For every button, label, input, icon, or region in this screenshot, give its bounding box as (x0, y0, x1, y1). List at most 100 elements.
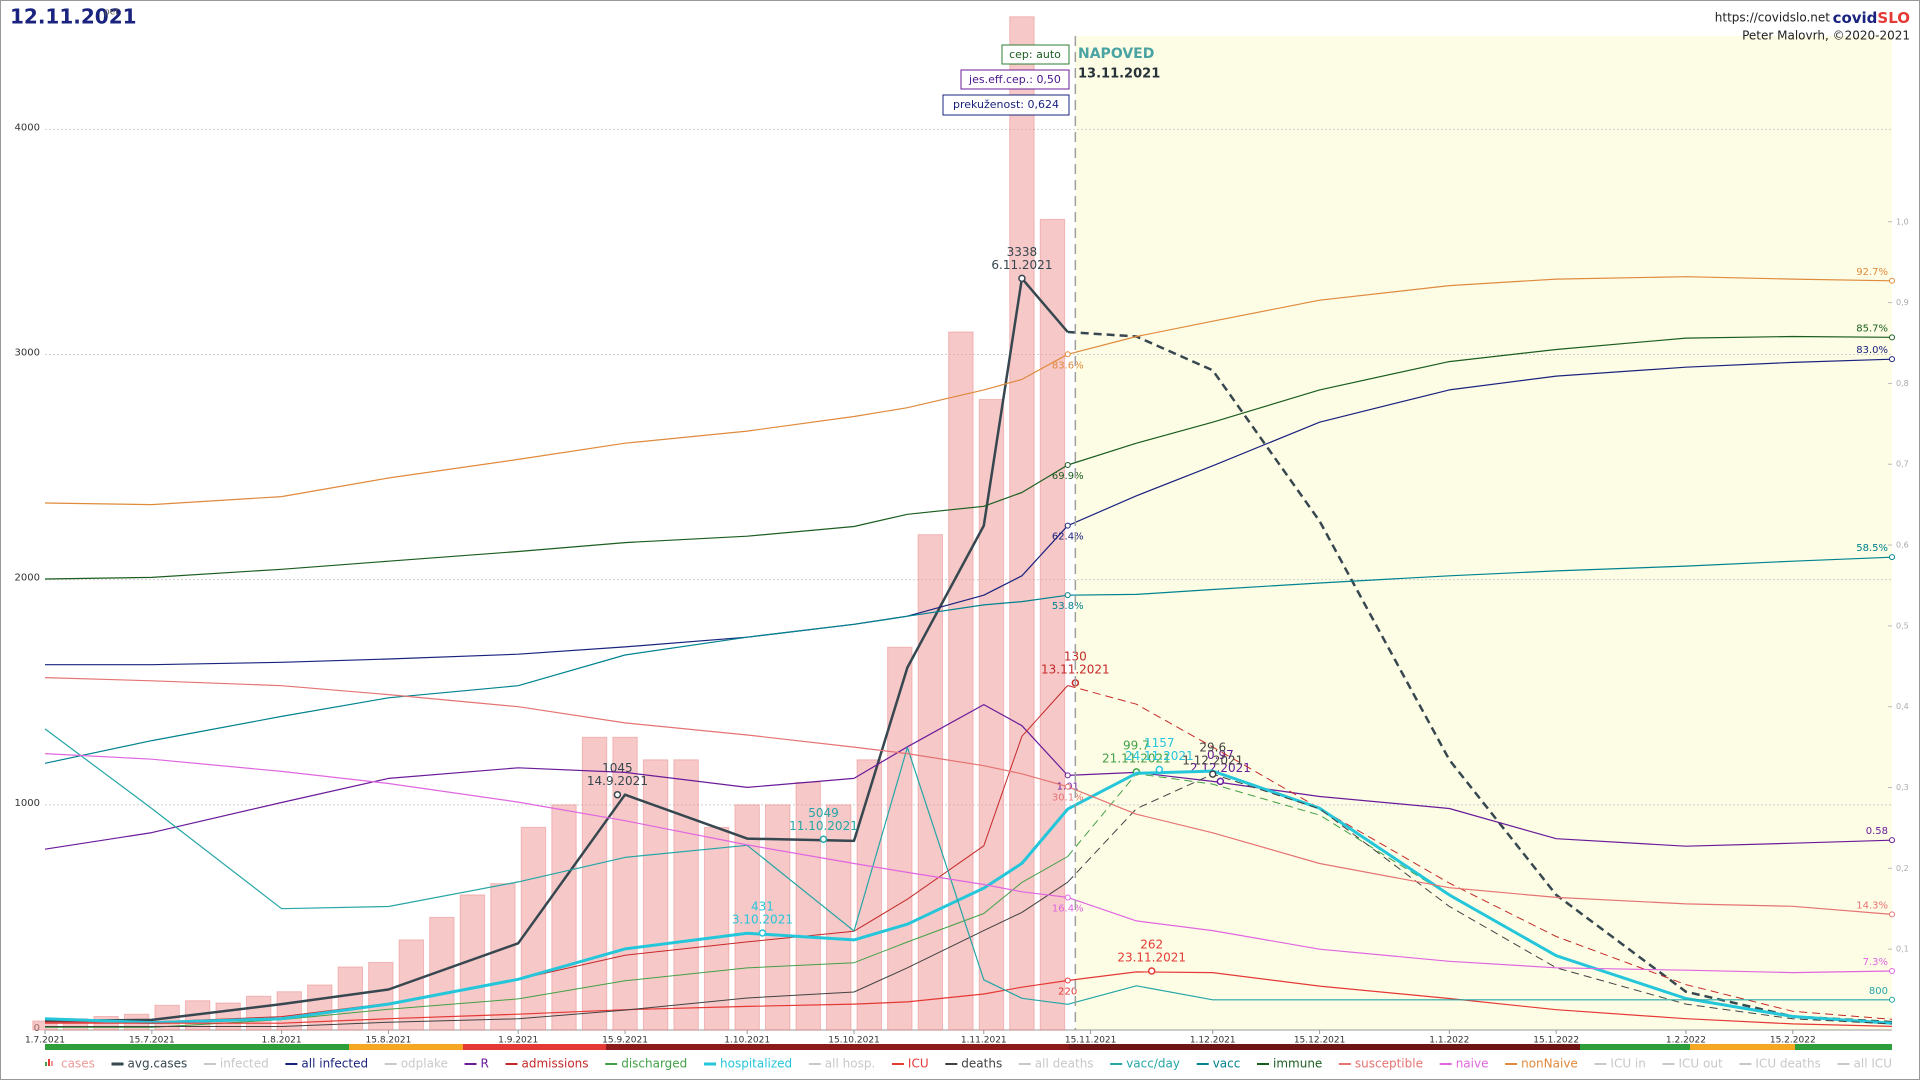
y2-tick-label: 0,2 (1896, 864, 1909, 873)
legend-label: all infected (301, 1057, 368, 1071)
value-label: 69.9% (1052, 471, 1084, 482)
bar (703, 826, 730, 1031)
y-tick-label: 4000 (15, 122, 40, 133)
legend-item: avg.cases (111, 1057, 188, 1071)
annotation-value: 0.97 (1207, 748, 1234, 762)
chart-title: 12.11.2021 (10, 5, 137, 29)
legend-item: vacc (1196, 1057, 1241, 1071)
phase-strip (1795, 1044, 1892, 1050)
point-marker (1889, 554, 1895, 561)
line (45, 685, 1069, 1023)
legend-label: infected (220, 1057, 269, 1071)
parameter: prekuženost: 0,624 (953, 98, 1059, 111)
line (44, 753, 1893, 974)
legend-swatch (45, 1062, 47, 1066)
legend-item: infected (203, 1057, 269, 1071)
y2-tick-label: 0,7 (1896, 460, 1909, 469)
annotation-date: 1.12.2021 (1182, 754, 1243, 768)
annotation-value: 1157 (1144, 736, 1175, 750)
parameter-box (1001, 44, 1070, 65)
point-marker (1889, 356, 1895, 363)
annotation-value: 3338 (1007, 245, 1038, 259)
legend-label: vacc (1213, 1057, 1241, 1071)
value-label: 83.0% (1856, 345, 1888, 356)
phase-strip (45, 1044, 349, 1050)
annotation-value: 262 (1140, 938, 1163, 952)
legend-label: avg.cases (128, 1057, 188, 1071)
x-tick-label: 1.12.2021 (1190, 1036, 1236, 1046)
x-tick-label: 15.11.2021 (1065, 1036, 1117, 1046)
x-tick-label: 15.8.2021 (366, 1036, 412, 1046)
bar (948, 331, 974, 1031)
bar (734, 804, 760, 1031)
y2-tick-label: 0,4 (1896, 702, 1909, 711)
line (44, 728, 1892, 1005)
phase-strip (606, 1044, 1069, 1050)
bar (215, 1002, 241, 1031)
value-label: 220 (1058, 986, 1077, 997)
legend-item: discharged (605, 1057, 687, 1071)
y-tick-label: 3000 (15, 348, 40, 359)
annotation-value: 130 (1064, 649, 1087, 663)
legend-item: ICU in (1594, 1057, 1646, 1071)
line (44, 769, 1893, 1025)
x-tick-label: 1.7.2021 (25, 1036, 65, 1046)
legend-label: cases (61, 1057, 95, 1071)
legend-item: naive (1439, 1057, 1488, 1071)
annotation-marker (1018, 274, 1026, 283)
bar (673, 759, 699, 1031)
line (44, 276, 1893, 506)
forecast-region (1075, 36, 1892, 1030)
legend-label: all hosp. (825, 1057, 875, 1071)
forecast-date: 13.11.2021 (1078, 67, 1160, 82)
line (1067, 330, 1893, 1024)
parameter-box (960, 69, 1070, 90)
annotation-value: 29.6 (1199, 741, 1226, 755)
legend-item: all deaths (1018, 1057, 1094, 1071)
value-label: 83.6% (1052, 360, 1084, 371)
phase-strip (1580, 1044, 1690, 1050)
y2-tick-label: 1,0 (1896, 217, 1909, 226)
bar (795, 781, 821, 1031)
point-marker (1064, 977, 1071, 984)
bar (490, 883, 516, 1031)
point-marker (1064, 894, 1071, 901)
bar (642, 759, 669, 1031)
bar (764, 804, 791, 1031)
legend-item: immune (1257, 1057, 1322, 1071)
value-label: 0.58 (1866, 826, 1888, 837)
legend-item: R (464, 1057, 489, 1071)
line (45, 971, 1893, 1027)
point-marker (1064, 783, 1071, 790)
value-label: 30.1% (1052, 793, 1084, 804)
legend-label: immune (1273, 1057, 1322, 1071)
line (44, 556, 1893, 764)
annotation-date: 14.9.2021 (587, 774, 648, 788)
x-tick-label: 1.10.2021 (724, 1036, 770, 1046)
annotation-marker (1155, 765, 1164, 774)
phase-strip (349, 1044, 463, 1050)
line (45, 881, 1068, 1027)
point-marker (1889, 277, 1895, 284)
point-marker (1064, 351, 1071, 358)
annotation-date: 23.11.2021 (1117, 951, 1186, 965)
chart-subtitle: pet (104, 8, 119, 18)
point-marker (1889, 334, 1895, 341)
value-label: 800 (1869, 986, 1888, 997)
line (44, 677, 1893, 915)
legend-item: all hosp. (808, 1057, 875, 1071)
bar (307, 984, 333, 1031)
value-label: 7.3% (1863, 957, 1888, 968)
site-url: https://covidslo.net (1715, 11, 1831, 25)
brand: covidSLO (1833, 9, 1910, 27)
legend-item: vacc/day (1110, 1057, 1180, 1071)
value-label: 62.4% (1052, 532, 1084, 543)
point-marker (1064, 522, 1071, 529)
parameter: jes.eff.cep.: 0,50 (968, 73, 1061, 86)
legend-item: ICU (891, 1057, 929, 1071)
annotation-marker (613, 790, 622, 799)
legend-item: hospitalized (704, 1057, 792, 1071)
annotation-date: 24.11.2021 (1125, 749, 1194, 763)
legend-label: deaths (961, 1057, 1002, 1071)
line (45, 358, 1893, 666)
